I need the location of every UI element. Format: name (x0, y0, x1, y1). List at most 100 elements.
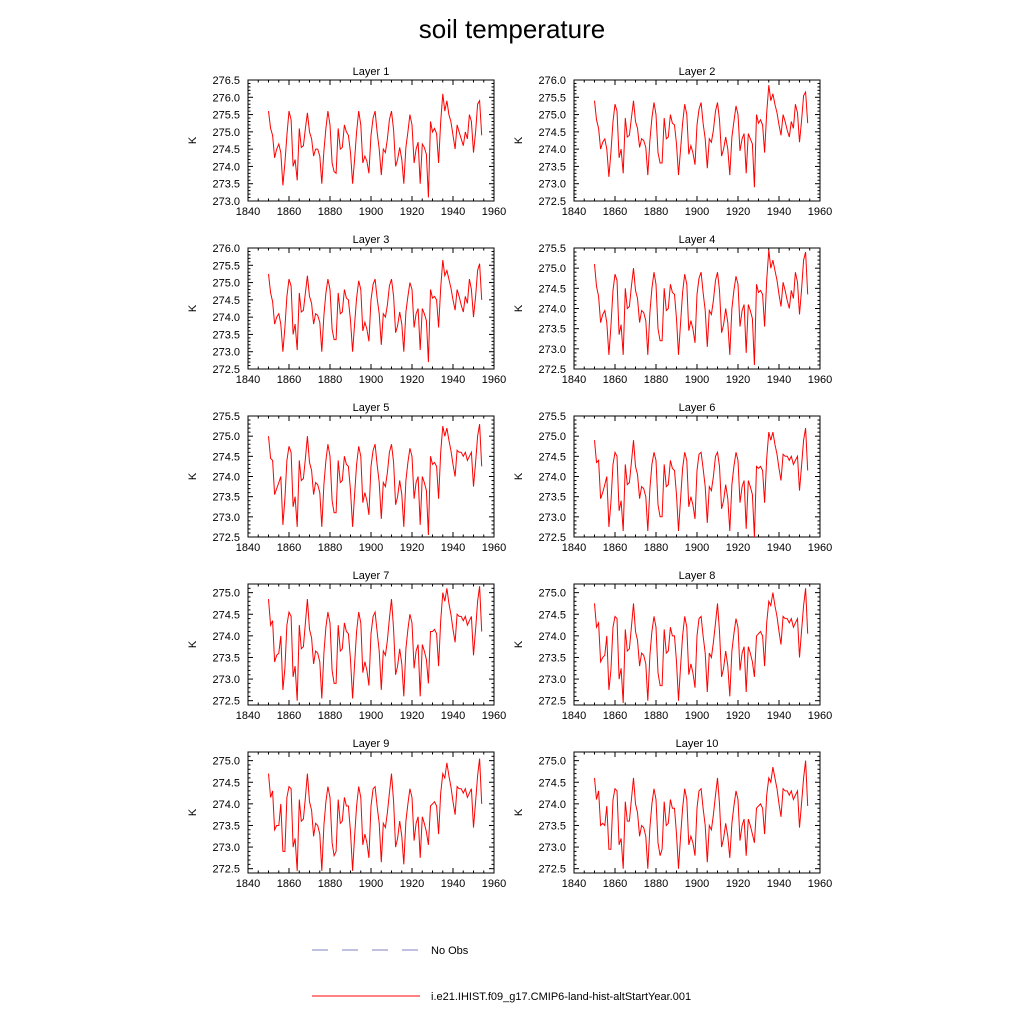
y-tick-label: 273.5 (538, 492, 566, 504)
y-tick-label: 275.0 (538, 756, 566, 768)
x-tick-label: 1860 (603, 542, 627, 554)
x-tick-label: 1840 (562, 206, 586, 218)
y-tick-label: 272.5 (538, 364, 566, 376)
chart-layer-4: Layer 4 K 1840 1860 1880 1900 1920 1940 1960 272.… (513, 234, 832, 386)
y-tick-label: 272.5 (212, 532, 240, 544)
series-line (268, 424, 483, 536)
x-tick-label: 1840 (236, 374, 260, 386)
y-tick-label: 276.0 (538, 75, 566, 87)
x-tick-label: 1960 (808, 542, 832, 554)
y-tick-label: 272.5 (212, 696, 240, 708)
chart-layer-7: Layer 7 K 1840 1860 1880 1900 1920 1940 1960 272.… (187, 570, 506, 722)
legend-obs-label: No Obs (431, 945, 469, 957)
y-tick-label: 273.0 (538, 344, 566, 356)
y-axis-label: K (187, 808, 199, 816)
x-tick-label: 1940 (441, 542, 465, 554)
y-axis-label: K (187, 136, 199, 144)
y-tick-label: 275.5 (538, 92, 566, 104)
panel-title: Layer 7 (353, 570, 390, 582)
panel-title: Layer 10 (676, 738, 719, 750)
y-axis-label: K (513, 136, 525, 144)
x-tick-label: 1880 (644, 206, 668, 218)
y-tick-label: 272.5 (538, 196, 566, 208)
series-line (594, 760, 809, 869)
x-tick-label: 1940 (441, 710, 465, 722)
x-tick-label: 1960 (808, 710, 832, 722)
y-tick-label: 274.0 (212, 799, 240, 811)
x-tick-label: 1960 (482, 878, 506, 890)
y-tick-label: 275.5 (212, 411, 240, 423)
y-tick-label: 274.5 (538, 777, 566, 789)
chart-layer-5: Layer 5 K 1840 1860 1880 1900 1920 1940 1960 272.… (187, 402, 506, 554)
x-tick-label: 1900 (685, 878, 709, 890)
x-tick-label: 1920 (726, 374, 750, 386)
y-tick-label: 273.5 (212, 179, 240, 191)
x-tick-label: 1940 (767, 374, 791, 386)
y-tick-label: 275.0 (212, 588, 240, 600)
x-tick-label: 1840 (236, 710, 260, 722)
x-tick-label: 1880 (318, 374, 342, 386)
plot-frame (573, 247, 821, 370)
y-tick-label: 275.5 (538, 243, 566, 255)
y-tick-label: 274.0 (212, 631, 240, 643)
y-tick-label: 272.5 (538, 532, 566, 544)
x-tick-label: 1860 (277, 710, 301, 722)
y-tick-label: 274.5 (538, 283, 566, 295)
y-tick-label: 275.0 (212, 756, 240, 768)
y-tick-label: 274.5 (538, 451, 566, 463)
y-tick-label: 273.0 (538, 512, 566, 524)
panel-title: Layer 5 (353, 402, 390, 414)
x-tick-label: 1880 (318, 542, 342, 554)
x-tick-label: 1920 (400, 374, 424, 386)
y-tick-label: 274.0 (212, 472, 240, 484)
legend-model-label: i.e21.IHIST.f09_g17.CMIP6-land-hist-altS… (431, 991, 691, 1003)
series-line (594, 428, 809, 538)
legend: No Obs i.e21.IHIST.f09_g17.CMIP6-land-his… (312, 945, 691, 1003)
y-tick-label: 275.0 (212, 278, 240, 290)
x-tick-label: 1900 (359, 206, 383, 218)
x-tick-label: 1920 (726, 710, 750, 722)
y-tick-label: 276.0 (212, 92, 240, 104)
y-tick-label: 276.5 (212, 75, 240, 87)
x-tick-label: 1960 (482, 710, 506, 722)
y-tick-label: 273.0 (538, 179, 566, 191)
chart-layer-3: Layer 3 K 1840 1860 1880 1900 1920 1940 1960 272.… (187, 234, 506, 386)
y-axis-label: K (513, 472, 525, 480)
y-tick-label: 273.0 (212, 842, 240, 854)
x-tick-label: 1840 (562, 542, 586, 554)
x-tick-label: 1880 (644, 710, 668, 722)
x-tick-label: 1940 (441, 206, 465, 218)
chart-layer-1: Layer 1 K 1840 1860 1880 1900 1920 1940 1960 273.… (187, 66, 506, 218)
x-tick-label: 1900 (685, 542, 709, 554)
chart-layer-8: Layer 8 K 1840 1860 1880 1900 1920 1940 1960 272.… (513, 570, 832, 722)
x-tick-label: 1900 (359, 878, 383, 890)
y-tick-label: 274.5 (212, 609, 240, 621)
x-tick-label: 1960 (482, 206, 506, 218)
y-tick-label: 275.5 (212, 260, 240, 272)
series-line (594, 85, 809, 188)
x-tick-label: 1960 (482, 542, 506, 554)
x-tick-label: 1860 (603, 878, 627, 890)
x-tick-label: 1880 (318, 206, 342, 218)
y-tick-label: 273.5 (538, 820, 566, 832)
x-tick-label: 1880 (318, 710, 342, 722)
y-tick-label: 273.5 (538, 161, 566, 173)
y-tick-label: 274.5 (212, 144, 240, 156)
y-tick-label: 275.5 (538, 411, 566, 423)
y-axis-label: K (513, 640, 525, 648)
y-tick-label: 273.5 (212, 652, 240, 664)
x-tick-label: 1900 (685, 374, 709, 386)
y-tick-label: 274.0 (538, 472, 566, 484)
y-tick-label: 273.5 (212, 820, 240, 832)
y-tick-label: 274.0 (538, 304, 566, 316)
y-tick-label: 274.0 (538, 799, 566, 811)
x-tick-label: 1920 (726, 542, 750, 554)
series-line (268, 758, 483, 871)
series-line (594, 249, 809, 366)
y-axis-label: K (187, 304, 199, 312)
x-tick-label: 1860 (603, 710, 627, 722)
x-tick-label: 1940 (767, 542, 791, 554)
y-tick-label: 273.5 (538, 324, 566, 336)
y-tick-label: 273.0 (212, 347, 240, 359)
